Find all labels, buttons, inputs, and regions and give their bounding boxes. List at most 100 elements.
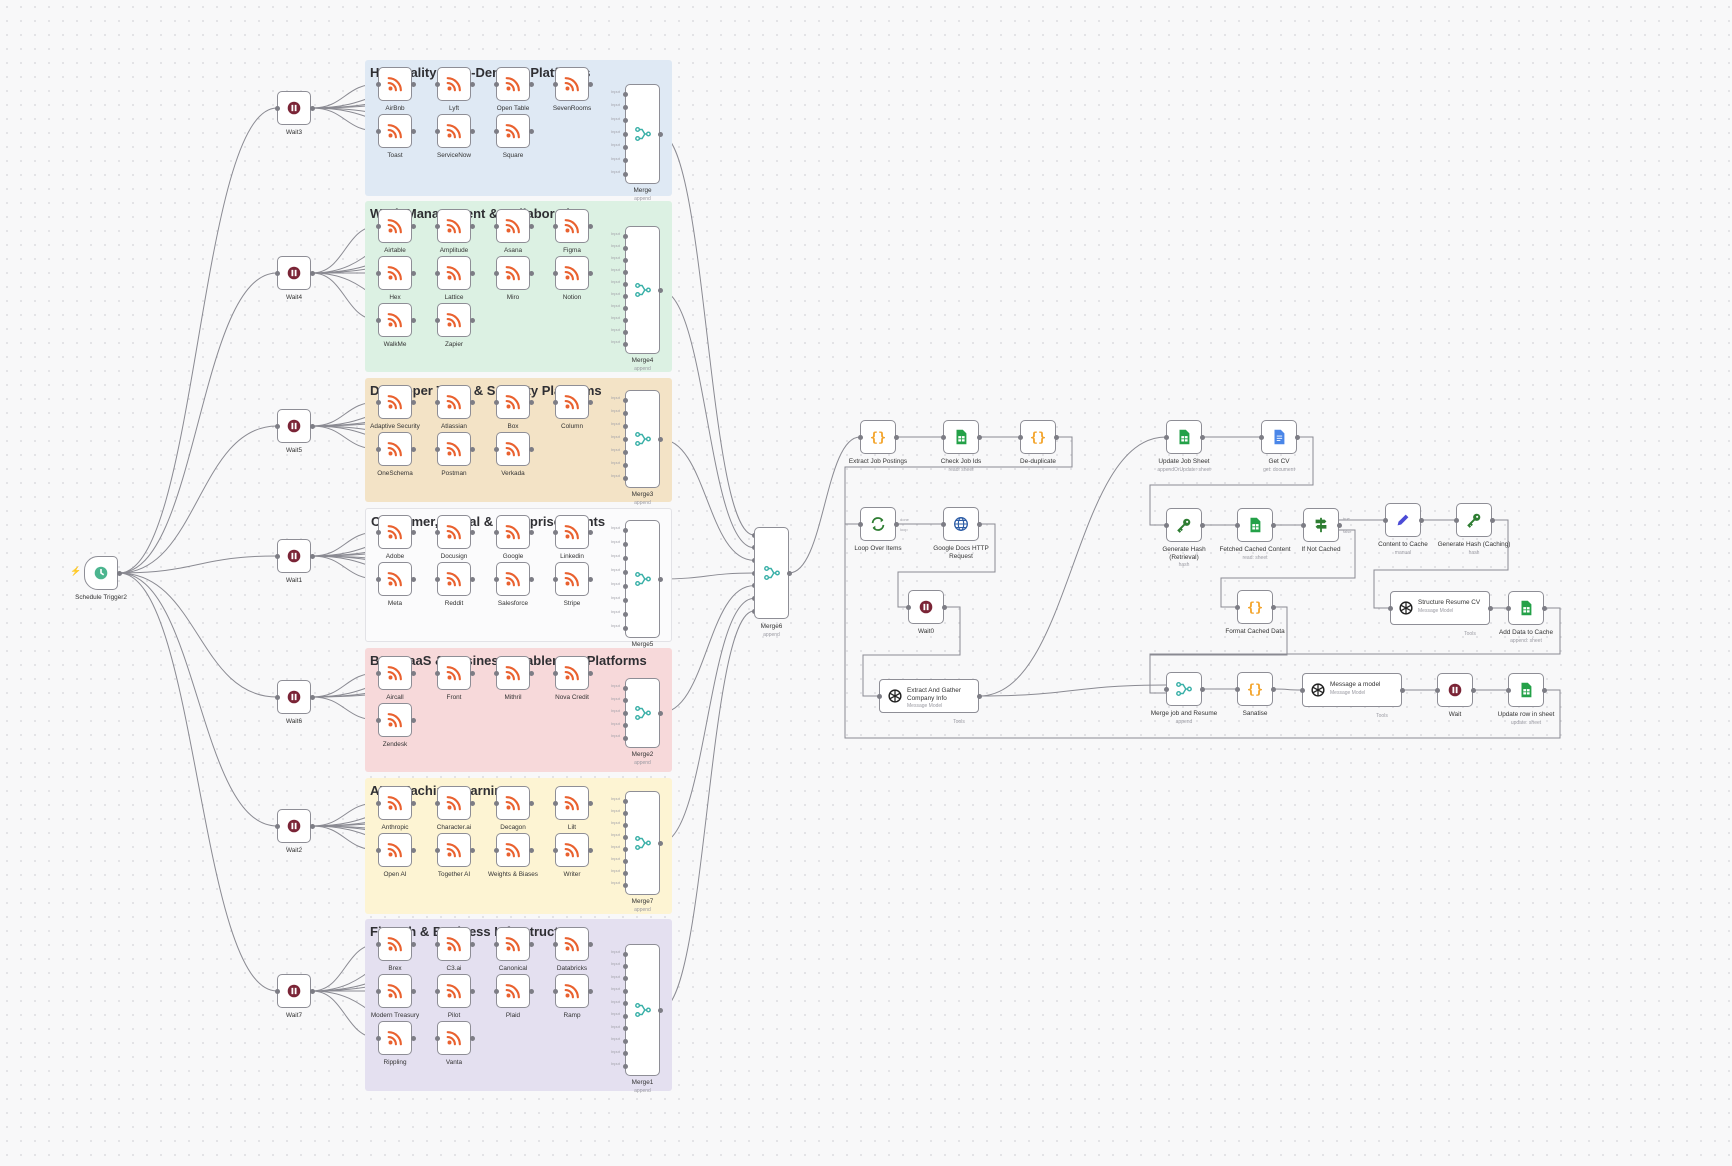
feed-input[interactable] — [375, 317, 381, 323]
input-port[interactable] — [1163, 434, 1169, 440]
output-port[interactable] — [1294, 434, 1300, 440]
feed-input[interactable] — [434, 399, 440, 405]
output-port[interactable] — [1541, 605, 1547, 611]
merge-input[interactable] — [622, 988, 628, 994]
feed-input[interactable] — [552, 576, 558, 582]
feed-input[interactable] — [493, 81, 499, 87]
feed-output[interactable] — [528, 399, 534, 405]
output-port[interactable] — [1487, 605, 1493, 611]
feed-output[interactable] — [410, 128, 416, 134]
merge-input[interactable] — [622, 882, 628, 888]
rss-feed-node[interactable] — [378, 385, 412, 419]
input-port[interactable] — [876, 693, 882, 699]
merge-input[interactable] — [622, 822, 628, 828]
feed-input[interactable] — [493, 941, 499, 947]
wait-node[interactable] — [277, 409, 311, 443]
rss-feed-node[interactable] — [496, 927, 530, 961]
feed-output[interactable] — [410, 270, 416, 276]
rss-feed-node[interactable] — [378, 833, 412, 867]
rss-feed-node[interactable] — [437, 1021, 471, 1055]
merge-input[interactable] — [622, 1038, 628, 1044]
feed-output[interactable] — [587, 847, 593, 853]
wait-output[interactable] — [309, 423, 315, 429]
group-merge-node[interactable] — [625, 520, 660, 638]
output-port[interactable] — [1470, 687, 1476, 693]
feed-input[interactable] — [493, 446, 499, 452]
rss-feed-node[interactable] — [378, 562, 412, 596]
rss-feed-node[interactable] — [496, 432, 530, 466]
update-job-node[interactable] — [1166, 420, 1202, 454]
feed-input[interactable] — [493, 399, 499, 405]
input-port[interactable] — [1017, 434, 1023, 440]
rss-feed-node[interactable] — [496, 385, 530, 419]
input-port[interactable] — [1382, 517, 1388, 523]
merge-output[interactable] — [657, 436, 663, 442]
feed-output[interactable] — [528, 128, 534, 134]
output-port[interactable] — [893, 521, 899, 527]
feed-input[interactable] — [493, 576, 499, 582]
wait-node[interactable] — [277, 539, 311, 573]
input-port[interactable] — [940, 434, 946, 440]
rss-feed-node[interactable] — [555, 515, 589, 549]
rss-feed-node[interactable] — [555, 67, 589, 101]
feed-output[interactable] — [587, 670, 593, 676]
feed-output[interactable] — [587, 223, 593, 229]
feed-output[interactable] — [528, 81, 534, 87]
merge-input[interactable] — [622, 723, 628, 728]
rss-feed-node[interactable] — [437, 927, 471, 961]
feed-output[interactable] — [587, 800, 593, 806]
rss-feed-node[interactable] — [437, 432, 471, 466]
add-cache-node[interactable] — [1508, 591, 1544, 625]
rss-feed-node[interactable] — [496, 974, 530, 1008]
merge-input[interactable] — [622, 436, 628, 442]
feed-input[interactable] — [552, 988, 558, 994]
merge-input[interactable] — [622, 1026, 628, 1032]
feed-input[interactable] — [375, 128, 381, 134]
input-port[interactable] — [1234, 522, 1240, 528]
trigger-output[interactable] — [116, 570, 122, 576]
merge-input[interactable] — [622, 597, 628, 603]
feed-output[interactable] — [410, 670, 416, 676]
feed-input[interactable] — [434, 670, 440, 676]
merge-output[interactable] — [657, 287, 663, 293]
rss-feed-node[interactable] — [378, 432, 412, 466]
feed-output[interactable] — [410, 223, 416, 229]
feed-input[interactable] — [375, 800, 381, 806]
feed-output[interactable] — [469, 576, 475, 582]
feed-input[interactable] — [493, 270, 499, 276]
rss-feed-node[interactable] — [378, 1021, 412, 1055]
rss-feed-node[interactable] — [378, 974, 412, 1008]
rss-feed-node[interactable] — [496, 114, 530, 148]
wait-input[interactable] — [274, 423, 280, 429]
merge-output[interactable] — [657, 840, 663, 846]
output-port[interactable] — [976, 521, 982, 527]
merge-input[interactable] — [622, 423, 628, 429]
feed-output[interactable] — [587, 576, 593, 582]
output-port[interactable] — [1199, 434, 1205, 440]
feed-input[interactable] — [375, 81, 381, 87]
rss-feed-node[interactable] — [437, 562, 471, 596]
feed-input[interactable] — [434, 270, 440, 276]
merge-input[interactable] — [622, 397, 628, 403]
feed-input[interactable] — [434, 576, 440, 582]
company-node[interactable] — [879, 679, 979, 713]
feed-input[interactable] — [493, 529, 499, 535]
merge6-output[interactable] — [786, 570, 792, 576]
input-port[interactable] — [1163, 686, 1169, 692]
feed-output[interactable] — [469, 223, 475, 229]
wait-input[interactable] — [274, 694, 280, 700]
feed-input[interactable] — [493, 670, 499, 676]
ifnot-node[interactable] — [1303, 508, 1339, 542]
feed-input[interactable] — [375, 1035, 381, 1041]
feed-input[interactable] — [375, 399, 381, 405]
feed-output[interactable] — [469, 1035, 475, 1041]
merge-input[interactable] — [622, 91, 628, 97]
feed-input[interactable] — [434, 529, 440, 535]
feed-input[interactable] — [493, 988, 499, 994]
merge-output[interactable] — [657, 710, 663, 716]
http-node[interactable] — [943, 507, 979, 541]
output-port[interactable] — [1489, 517, 1495, 523]
feed-input[interactable] — [493, 223, 499, 229]
merge-input[interactable] — [622, 104, 628, 110]
output-port[interactable] — [1418, 517, 1424, 523]
